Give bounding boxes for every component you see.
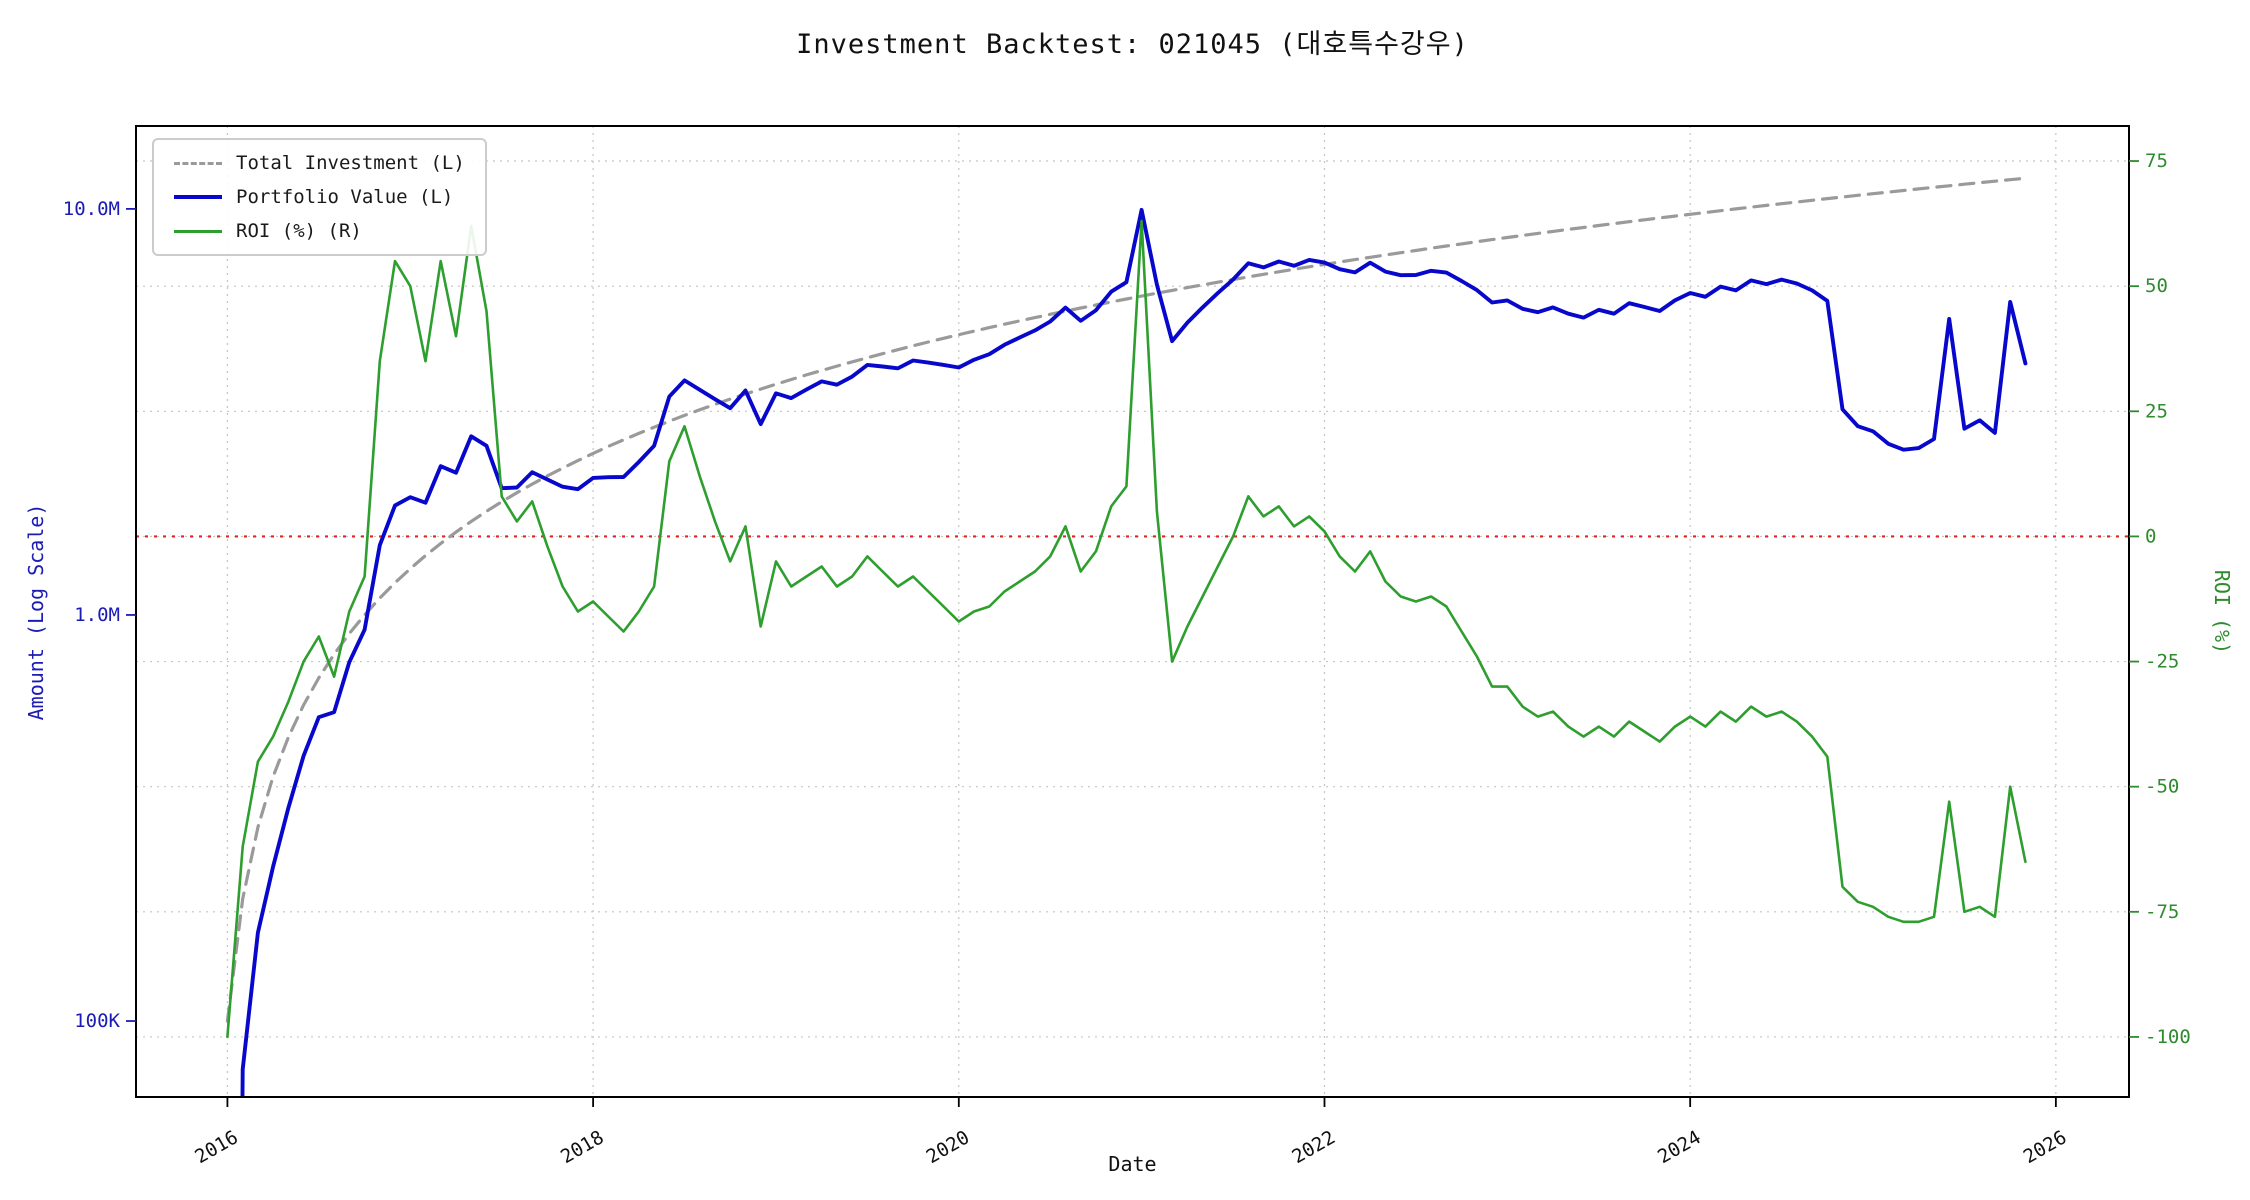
legend-label: Portfolio Value (L) <box>236 186 454 208</box>
right-tick-label: -50 <box>2145 776 2179 798</box>
legend-entry-portfolio-value: Portfolio Value (L) <box>174 186 465 208</box>
legend: Total Investment (L) Portfolio Value (L)… <box>152 138 487 256</box>
dashed-line-sample-icon <box>174 161 222 165</box>
solid-green-line-sample-icon <box>174 229 222 233</box>
right-tick-label: -75 <box>2145 901 2179 923</box>
series-roi-r <box>226 219 2027 1039</box>
left-tick-label: 10.0M <box>63 198 120 220</box>
right-tick-label: -100 <box>2145 1026 2191 1048</box>
series-portfolio-value-l <box>240 207 2028 1097</box>
legend-label: Total Investment (L) <box>236 152 465 174</box>
legend-label: ROI (%) (R) <box>236 220 362 242</box>
legend-entry-total-investment: Total Investment (L) <box>174 152 465 174</box>
legend-entry-roi: ROI (%) (R) <box>174 220 465 242</box>
left-tick-label: 100K <box>74 1010 120 1032</box>
chart-title: Investment Backtest: 021045 (대호특수강우) <box>796 29 1469 60</box>
right-tick-label: 25 <box>2145 400 2168 422</box>
right-axis-label: ROI (%) <box>2210 569 2234 655</box>
series-total-investment-l <box>225 176 2028 1023</box>
right-tick-label: 0 <box>2145 525 2156 547</box>
left-tick-label: 1.0M <box>74 604 120 626</box>
right-tick-label: 75 <box>2145 150 2168 172</box>
plot-frame <box>135 125 2130 1098</box>
left-axis-label: Amount (Log Scale) <box>24 503 48 721</box>
right-tick-label: -25 <box>2145 651 2179 673</box>
right-tick-label: 50 <box>2145 275 2168 297</box>
solid-blue-line-sample-icon <box>174 195 222 199</box>
x-axis-label: Date <box>1108 1152 1157 1176</box>
